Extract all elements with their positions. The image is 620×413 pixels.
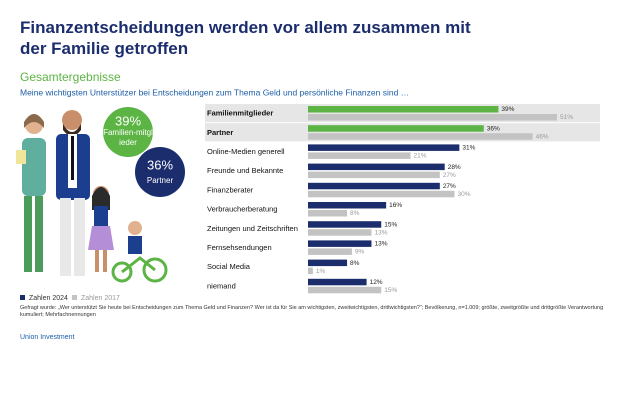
value-label: 31%: [462, 145, 475, 152]
annotation-circle: [103, 107, 153, 157]
subtitle: Gesamtergebnisse: [20, 70, 121, 84]
category-label: Online-Medien generell: [207, 147, 285, 156]
bar: [308, 210, 348, 217]
value-label: 21%: [414, 153, 427, 160]
bar: [308, 259, 348, 267]
value-label: 15%: [384, 287, 397, 294]
value-label: 8%: [350, 210, 360, 217]
category-label: niemand: [207, 281, 236, 290]
category-label: Social Media: [207, 262, 251, 271]
chart-title: Finanzentscheidungen werden vor allem zu…: [20, 18, 471, 58]
value-label: 28%: [448, 164, 461, 171]
category-label: Partner: [207, 128, 233, 137]
legend-label: Zahlen 2024: [29, 295, 68, 302]
bar: [308, 163, 445, 171]
plot: Familienmitglieder 39% 51% Partner 36% 46% Onl…: [205, 104, 600, 294]
value-label: 36%: [487, 125, 500, 132]
bar: [308, 114, 557, 121]
bar: [308, 240, 372, 247]
bar: [308, 125, 484, 132]
value-label: 8%: [350, 260, 360, 267]
bar: [308, 182, 440, 190]
annotation-value: 36%: [147, 157, 173, 172]
value-label: 39%: [501, 106, 514, 113]
category-label: Zeitungen und Zeitschriften: [207, 224, 298, 233]
illustration: [16, 110, 168, 283]
bar: [308, 248, 352, 255]
legend-swatch: [20, 295, 25, 300]
bar: [308, 133, 533, 140]
bar: [308, 221, 382, 228]
source: Union Investment: [20, 334, 75, 341]
value-label: 1%: [316, 268, 326, 275]
bar: [308, 286, 382, 294]
value-label: 51%: [560, 114, 573, 121]
footnote: Gefragt wurde: „Wer unterstützt Sie heut…: [20, 305, 604, 318]
bar: [308, 144, 460, 151]
legend-label: Zahlen 2017: [81, 295, 120, 302]
category-label: Finanzberater: [207, 185, 254, 194]
annotation-circle: [135, 147, 185, 197]
value-label: 30%: [457, 191, 470, 198]
value-label: 13%: [374, 241, 387, 248]
value-label: 9%: [355, 249, 365, 256]
category-label: Familienmitglieder: [207, 109, 273, 118]
bar: [308, 171, 440, 179]
question: Meine wichtigsten Unterstützer bei Entsc…: [20, 87, 409, 97]
category-label: Verbraucherberatung: [207, 205, 277, 214]
value-label: 27%: [443, 172, 456, 179]
category-label: Fernsehsendungen: [207, 243, 272, 252]
value-label: 27%: [443, 183, 456, 190]
value-label: 12%: [370, 279, 383, 286]
value-label: 46%: [536, 133, 549, 140]
value-label: 15%: [384, 221, 397, 228]
annotation-label: Partner: [147, 176, 174, 185]
footnote-box: Gefragt wurde: „Wer unterstützt Sie heut…: [20, 305, 604, 318]
bar: [308, 152, 411, 159]
bar: [308, 190, 455, 198]
annotation-label: Familien-mitglieder: [103, 128, 153, 147]
bar: [308, 278, 367, 286]
bar: [308, 202, 387, 209]
legend-swatch: [72, 295, 77, 300]
annotation-label-box: Familien-mitglieder: [103, 128, 153, 147]
value-label: 13%: [374, 229, 387, 236]
value-label: 16%: [389, 202, 402, 209]
bar: [308, 229, 372, 236]
annotation-value: 39%: [115, 113, 141, 128]
category-label: Freunde und Bekannte: [207, 166, 283, 175]
bar: [308, 267, 313, 275]
bar: [308, 106, 499, 113]
